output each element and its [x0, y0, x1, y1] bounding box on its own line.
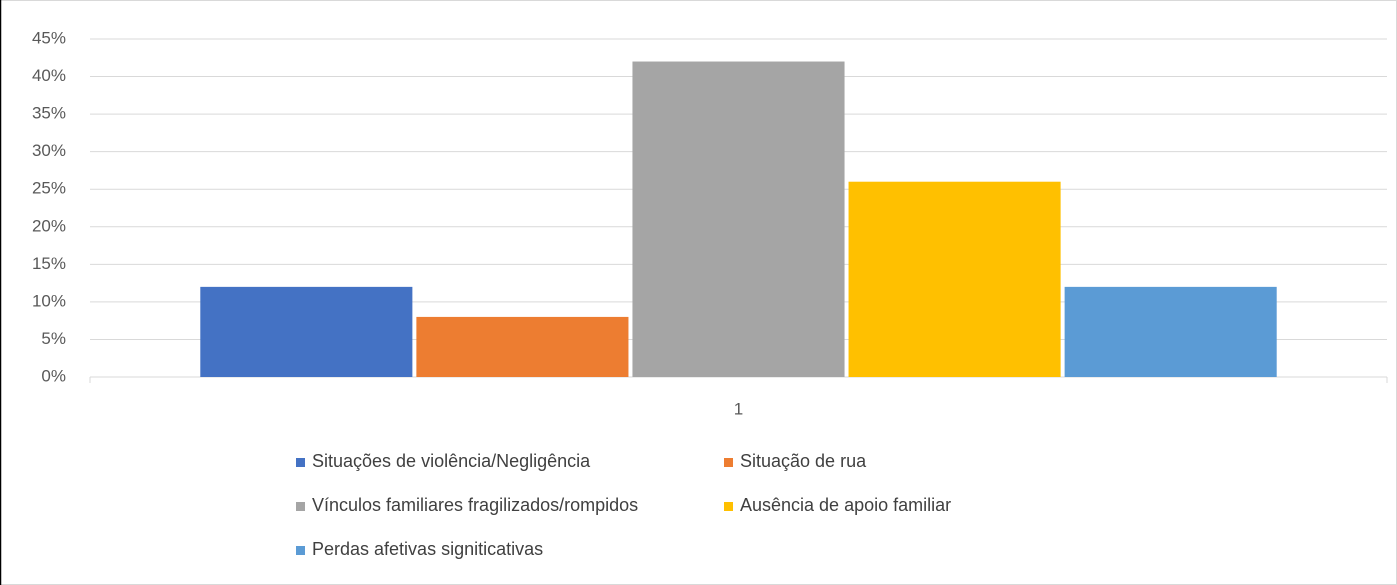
legend-label: Ausência de apoio familiar: [740, 495, 951, 515]
y-tick-label: 25%: [32, 179, 66, 198]
legend-swatch: [296, 546, 305, 555]
legend-swatch: [296, 502, 305, 511]
y-tick-label: 0%: [41, 366, 66, 385]
y-tick-label: 45%: [32, 28, 66, 47]
y-tick-label: 40%: [32, 66, 66, 85]
legend-swatch: [296, 458, 305, 467]
y-tick-label: 20%: [32, 216, 66, 235]
legend-label: Situações de violência/Negligência: [312, 451, 591, 471]
bar: [1064, 286, 1277, 377]
legend-label: Situação de rua: [740, 451, 867, 471]
bar: [416, 316, 629, 377]
y-tick-label: 35%: [32, 104, 66, 123]
y-tick-label: 5%: [41, 329, 66, 348]
bar: [632, 61, 845, 378]
legend-label: Perdas afetivas signiticativas: [312, 539, 543, 559]
y-tick-label: 30%: [32, 141, 66, 160]
bar: [200, 286, 413, 377]
y-tick-label: 15%: [32, 254, 66, 273]
legend-label: Vínculos familiares fragilizados/rompido…: [312, 495, 638, 515]
x-tick-label: 1: [734, 399, 743, 418]
y-tick-label: 10%: [32, 291, 66, 310]
bar: [848, 181, 1061, 377]
legend-swatch: [724, 502, 733, 511]
legend-swatch: [724, 458, 733, 467]
